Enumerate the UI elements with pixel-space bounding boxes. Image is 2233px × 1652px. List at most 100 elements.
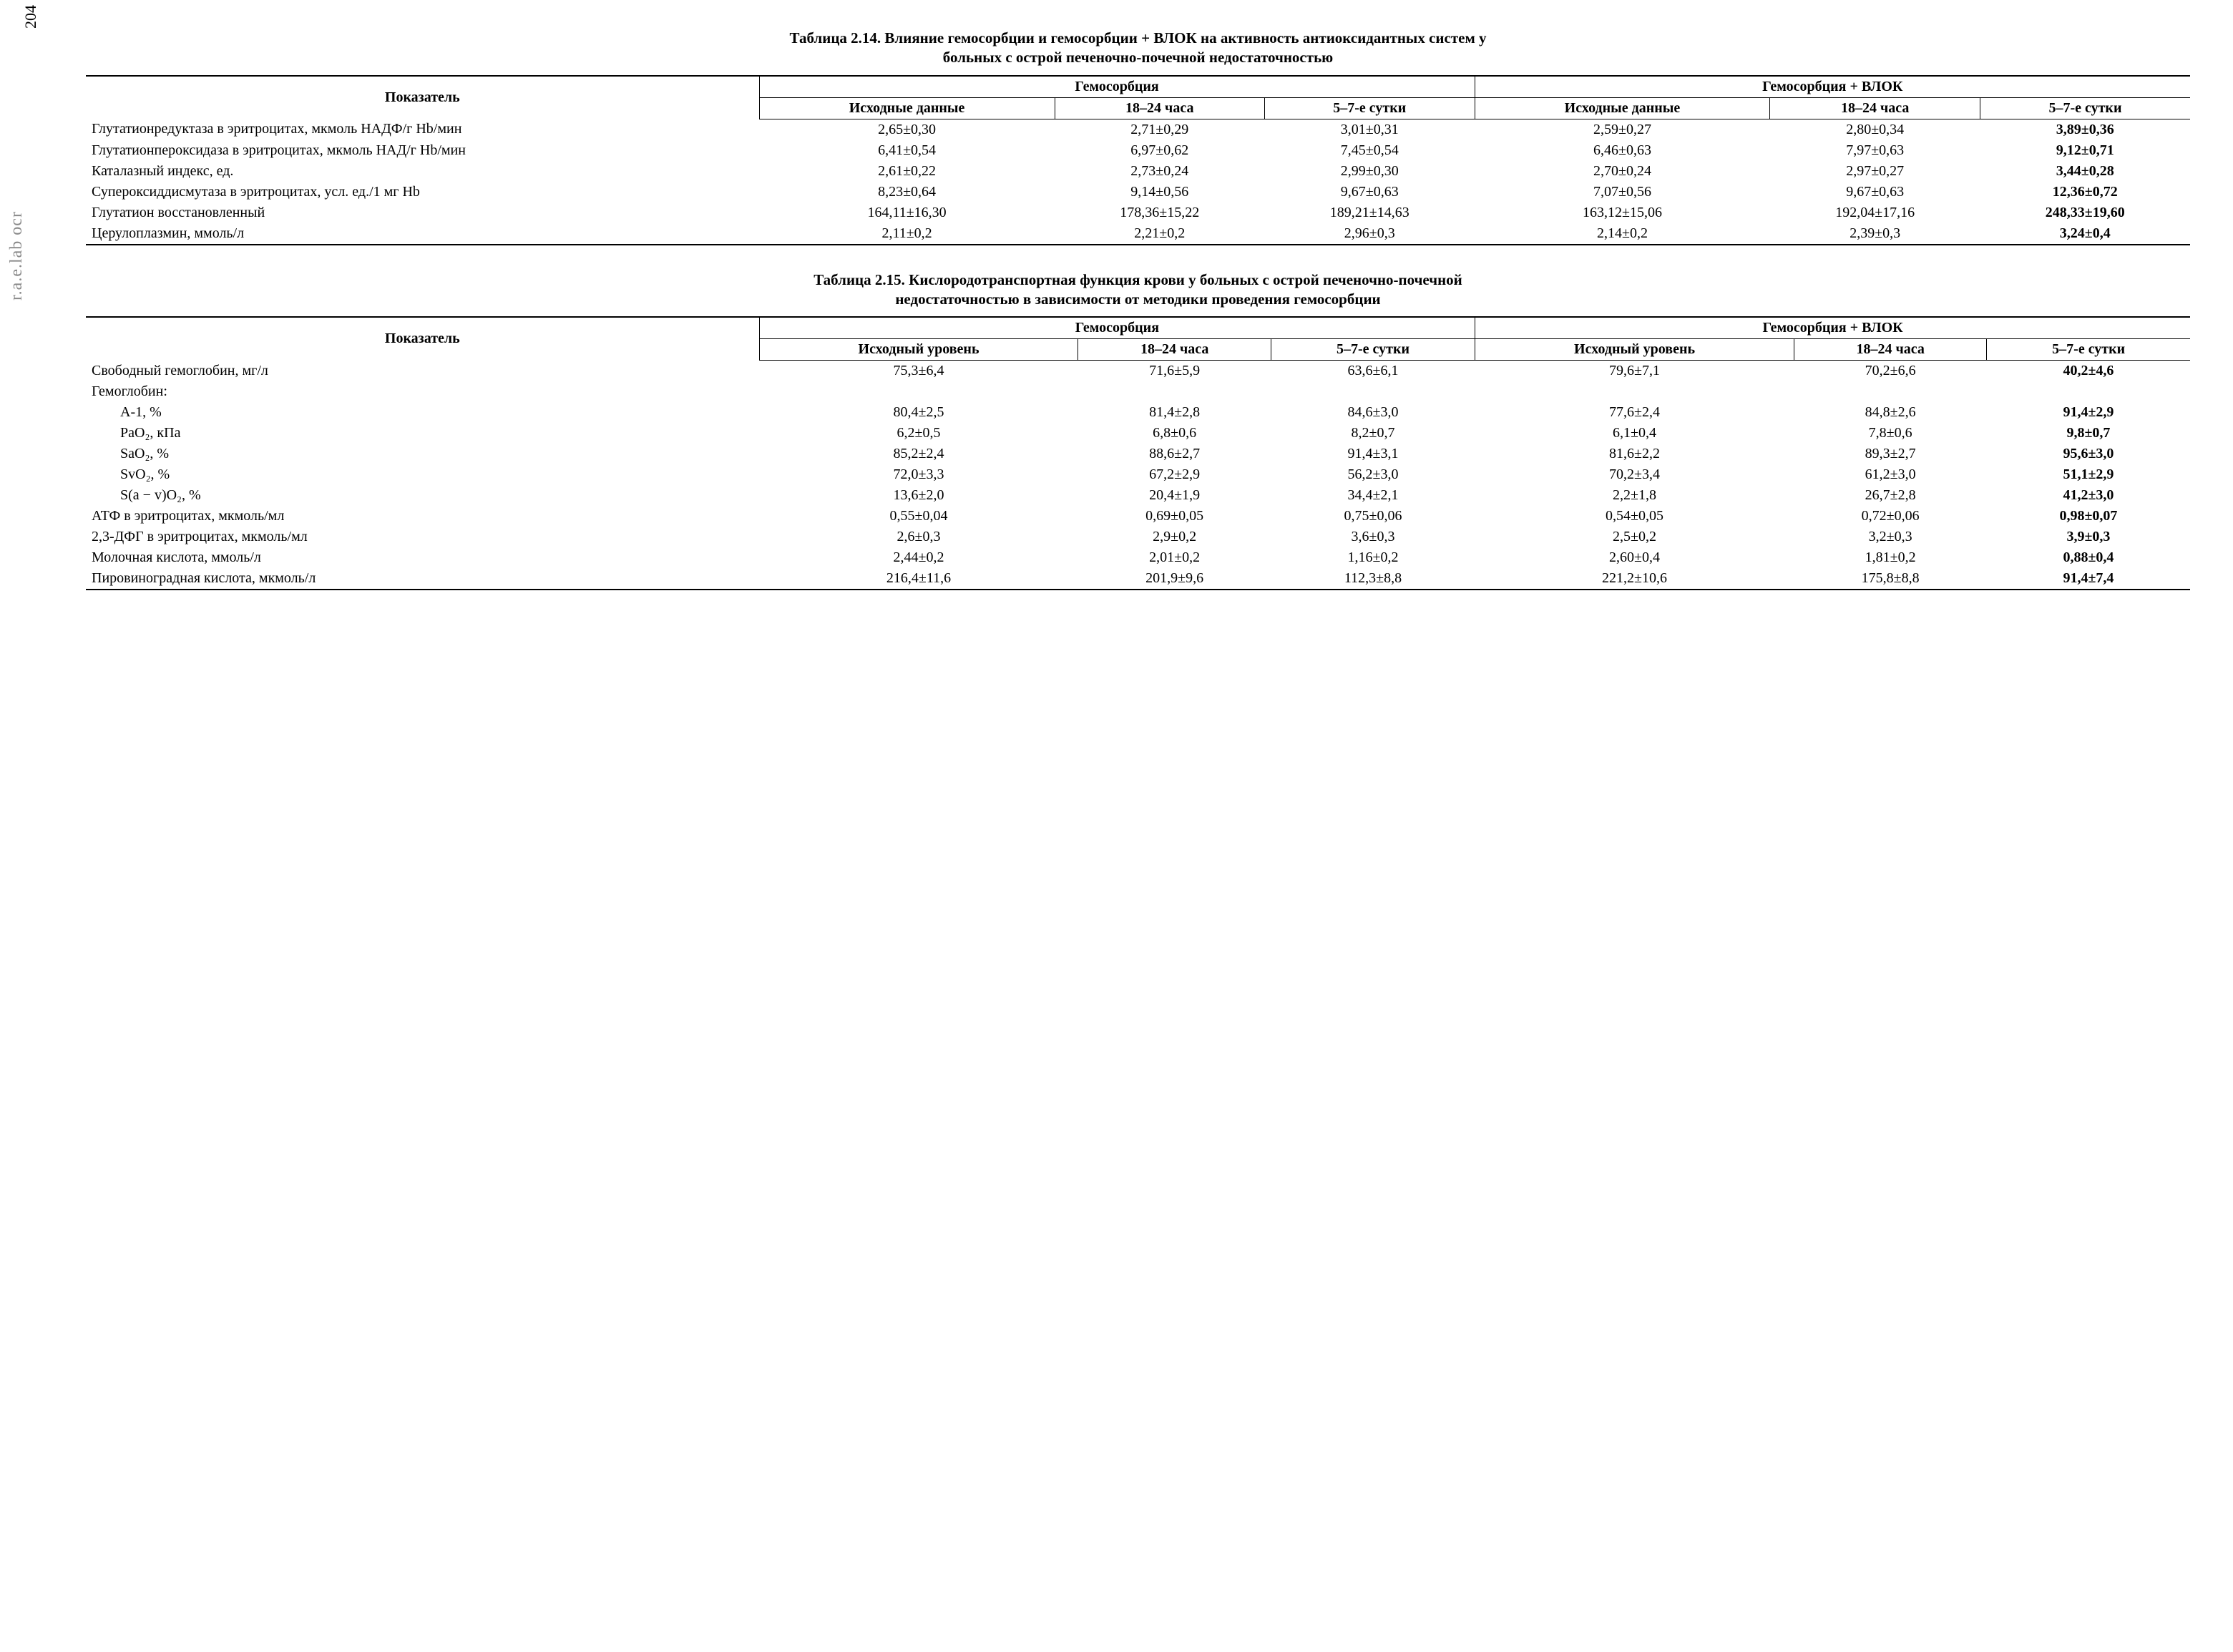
- col-header: 18–24 часа: [1794, 339, 1986, 361]
- table-cell: 221,2±10,6: [1475, 568, 1794, 590]
- table-cell: 1,16±0,2: [1271, 547, 1475, 568]
- col-header: Исходный уровень: [1475, 339, 1794, 361]
- table-cell: 2,14±0,2: [1475, 223, 1770, 245]
- table-cell: 2,5±0,2: [1475, 527, 1794, 547]
- table-cell: 3,24±0,4: [1980, 223, 2190, 245]
- col-header: 18–24 часа: [1055, 97, 1265, 119]
- row-label: Свободный гемоглобин, мг/л: [86, 361, 759, 382]
- table-cell: 71,6±5,9: [1078, 361, 1271, 382]
- table-cell: 2,61±0,22: [759, 161, 1055, 182]
- table-cell: 0,72±0,06: [1794, 506, 1986, 527]
- table-cell: 70,2±6,6: [1794, 361, 1986, 382]
- table-cell: 85,2±2,4: [759, 444, 1078, 464]
- table-cell: 77,6±2,4: [1475, 402, 1794, 423]
- row-label: SvO₂, %: [86, 464, 759, 485]
- table-row: PaO₂, кПа6,2±0,56,8±0,68,2±0,76,1±0,47,8…: [86, 423, 2190, 444]
- table-cell: 2,65±0,30: [759, 119, 1055, 140]
- table-row: Глутатион восстановленный164,11±16,30178…: [86, 202, 2190, 223]
- table-cell: 2,70±0,24: [1475, 161, 1770, 182]
- col-header-param: Показатель: [86, 76, 759, 119]
- table-cell: 67,2±2,9: [1078, 464, 1271, 485]
- row-label: Каталазный индекс, ед.: [86, 161, 759, 182]
- table-row: 2,3-ДФГ в эритроцитах, мкмоль/мл2,6±0,32…: [86, 527, 2190, 547]
- table-cell: 2,44±0,2: [759, 547, 1078, 568]
- table-cell: 91,4±2,9: [1987, 402, 2190, 423]
- row-label: Супероксиддисмутаза в эритроцитах, усл. …: [86, 182, 759, 202]
- table-cell: 9,8±0,7: [1987, 423, 2190, 444]
- table-cell: 248,33±19,60: [1980, 202, 2190, 223]
- table-cell: 3,6±0,3: [1271, 527, 1475, 547]
- table-2-15: Таблица 2.15. Кислородотранспортная функ…: [86, 270, 2190, 591]
- row-label: Гемоглобин:: [86, 381, 759, 402]
- page-number: 204: [21, 5, 40, 29]
- table-cell: 0,75±0,06: [1271, 506, 1475, 527]
- table-cell: 3,2±0,3: [1794, 527, 1986, 547]
- table-2-15-grid: Показатель Гемосорбция Гемосорбция + ВЛО…: [86, 316, 2190, 590]
- table-cell: 7,45±0,54: [1265, 140, 1475, 161]
- table-cell: [1078, 381, 1271, 402]
- table-cell: 9,12±0,71: [1980, 140, 2190, 161]
- table-cell: 189,21±14,63: [1265, 202, 1475, 223]
- table-cell: 13,6±2,0: [759, 485, 1078, 506]
- table-cell: 34,4±2,1: [1271, 485, 1475, 506]
- row-label: PaO₂, кПа: [86, 423, 759, 444]
- table-cell: 20,4±1,9: [1078, 485, 1271, 506]
- col-header: Исходный уровень: [759, 339, 1078, 361]
- table-cell: 88,6±2,7: [1078, 444, 1271, 464]
- table-row: Глутатионредуктаза в эритроцитах, мкмоль…: [86, 119, 2190, 140]
- row-label: Молочная кислота, ммоль/л: [86, 547, 759, 568]
- table-cell: 112,3±8,8: [1271, 568, 1475, 590]
- table-cell: 72,0±3,3: [759, 464, 1078, 485]
- table-cell: 2,59±0,27: [1475, 119, 1770, 140]
- table-row: Церулоплазмин, ммоль/л2,11±0,22,21±0,22,…: [86, 223, 2190, 245]
- table-cell: 56,2±3,0: [1271, 464, 1475, 485]
- table-cell: 2,01±0,2: [1078, 547, 1271, 568]
- table-cell: 216,4±11,6: [759, 568, 1078, 590]
- table-cell: 61,2±3,0: [1794, 464, 1986, 485]
- row-label: 2,3-ДФГ в эритроцитах, мкмоль/мл: [86, 527, 759, 547]
- table-cell: 7,8±0,6: [1794, 423, 1986, 444]
- table-cell: 175,8±8,8: [1794, 568, 1986, 590]
- table-cell: 89,3±2,7: [1794, 444, 1986, 464]
- col-group-2: Гемосорбция + ВЛОК: [1475, 76, 2190, 98]
- table-cell: 0,54±0,05: [1475, 506, 1794, 527]
- table-row: SaO₂, %85,2±2,488,6±2,791,4±3,181,6±2,28…: [86, 444, 2190, 464]
- col-group-1: Гемосорбция: [759, 76, 1475, 98]
- col-group-1: Гемосорбция: [759, 317, 1475, 339]
- table-cell: 91,4±7,4: [1987, 568, 2190, 590]
- table-cell: 6,8±0,6: [1078, 423, 1271, 444]
- table-cell: 3,89±0,36: [1980, 119, 2190, 140]
- table-cell: 2,96±0,3: [1265, 223, 1475, 245]
- table-cell: 9,14±0,56: [1055, 182, 1265, 202]
- table-cell: 40,2±4,6: [1987, 361, 2190, 382]
- table-cell: 2,21±0,2: [1055, 223, 1265, 245]
- table-2-15-title: Таблица 2.15. Кислородотранспортная функ…: [763, 270, 1514, 310]
- table-cell: 0,55±0,04: [759, 506, 1078, 527]
- table-row: S(a − v)O₂, %13,6±2,020,4±1,934,4±2,12,2…: [86, 485, 2190, 506]
- col-header: 5–7-е сутки: [1987, 339, 2190, 361]
- table-cell: [1271, 381, 1475, 402]
- table-cell: [1794, 381, 1986, 402]
- table-cell: 79,6±7,1: [1475, 361, 1794, 382]
- table-2-14: Таблица 2.14. Влияние гемосорбции и гемо…: [86, 29, 2190, 245]
- col-header-param: Показатель: [86, 317, 759, 361]
- table-cell: 84,6±3,0: [1271, 402, 1475, 423]
- row-label: Глутатионпероксидаза в эритроцитах, мкмо…: [86, 140, 759, 161]
- table-cell: 6,2±0,5: [759, 423, 1078, 444]
- table-cell: 80,4±2,5: [759, 402, 1078, 423]
- table-cell: 81,4±2,8: [1078, 402, 1271, 423]
- table-cell: 6,97±0,62: [1055, 140, 1265, 161]
- table-cell: 164,11±16,30: [759, 202, 1055, 223]
- table-row: Гемоглобин:: [86, 381, 2190, 402]
- table-row: Каталазный индекс, ед.2,61±0,222,73±0,24…: [86, 161, 2190, 182]
- table-row: АТФ в эритроцитах, мкмоль/мл0,55±0,040,6…: [86, 506, 2190, 527]
- table-cell: 26,7±2,8: [1794, 485, 1986, 506]
- table-cell: 2,2±1,8: [1475, 485, 1794, 506]
- table-cell: 70,2±3,4: [1475, 464, 1794, 485]
- row-label: Глутатионредуктаза в эритроцитах, мкмоль…: [86, 119, 759, 140]
- table-cell: 2,80±0,34: [1770, 119, 1980, 140]
- table-cell: 2,71±0,29: [1055, 119, 1265, 140]
- table-cell: 7,97±0,63: [1770, 140, 1980, 161]
- table-cell: 7,07±0,56: [1475, 182, 1770, 202]
- table-cell: 12,36±0,72: [1980, 182, 2190, 202]
